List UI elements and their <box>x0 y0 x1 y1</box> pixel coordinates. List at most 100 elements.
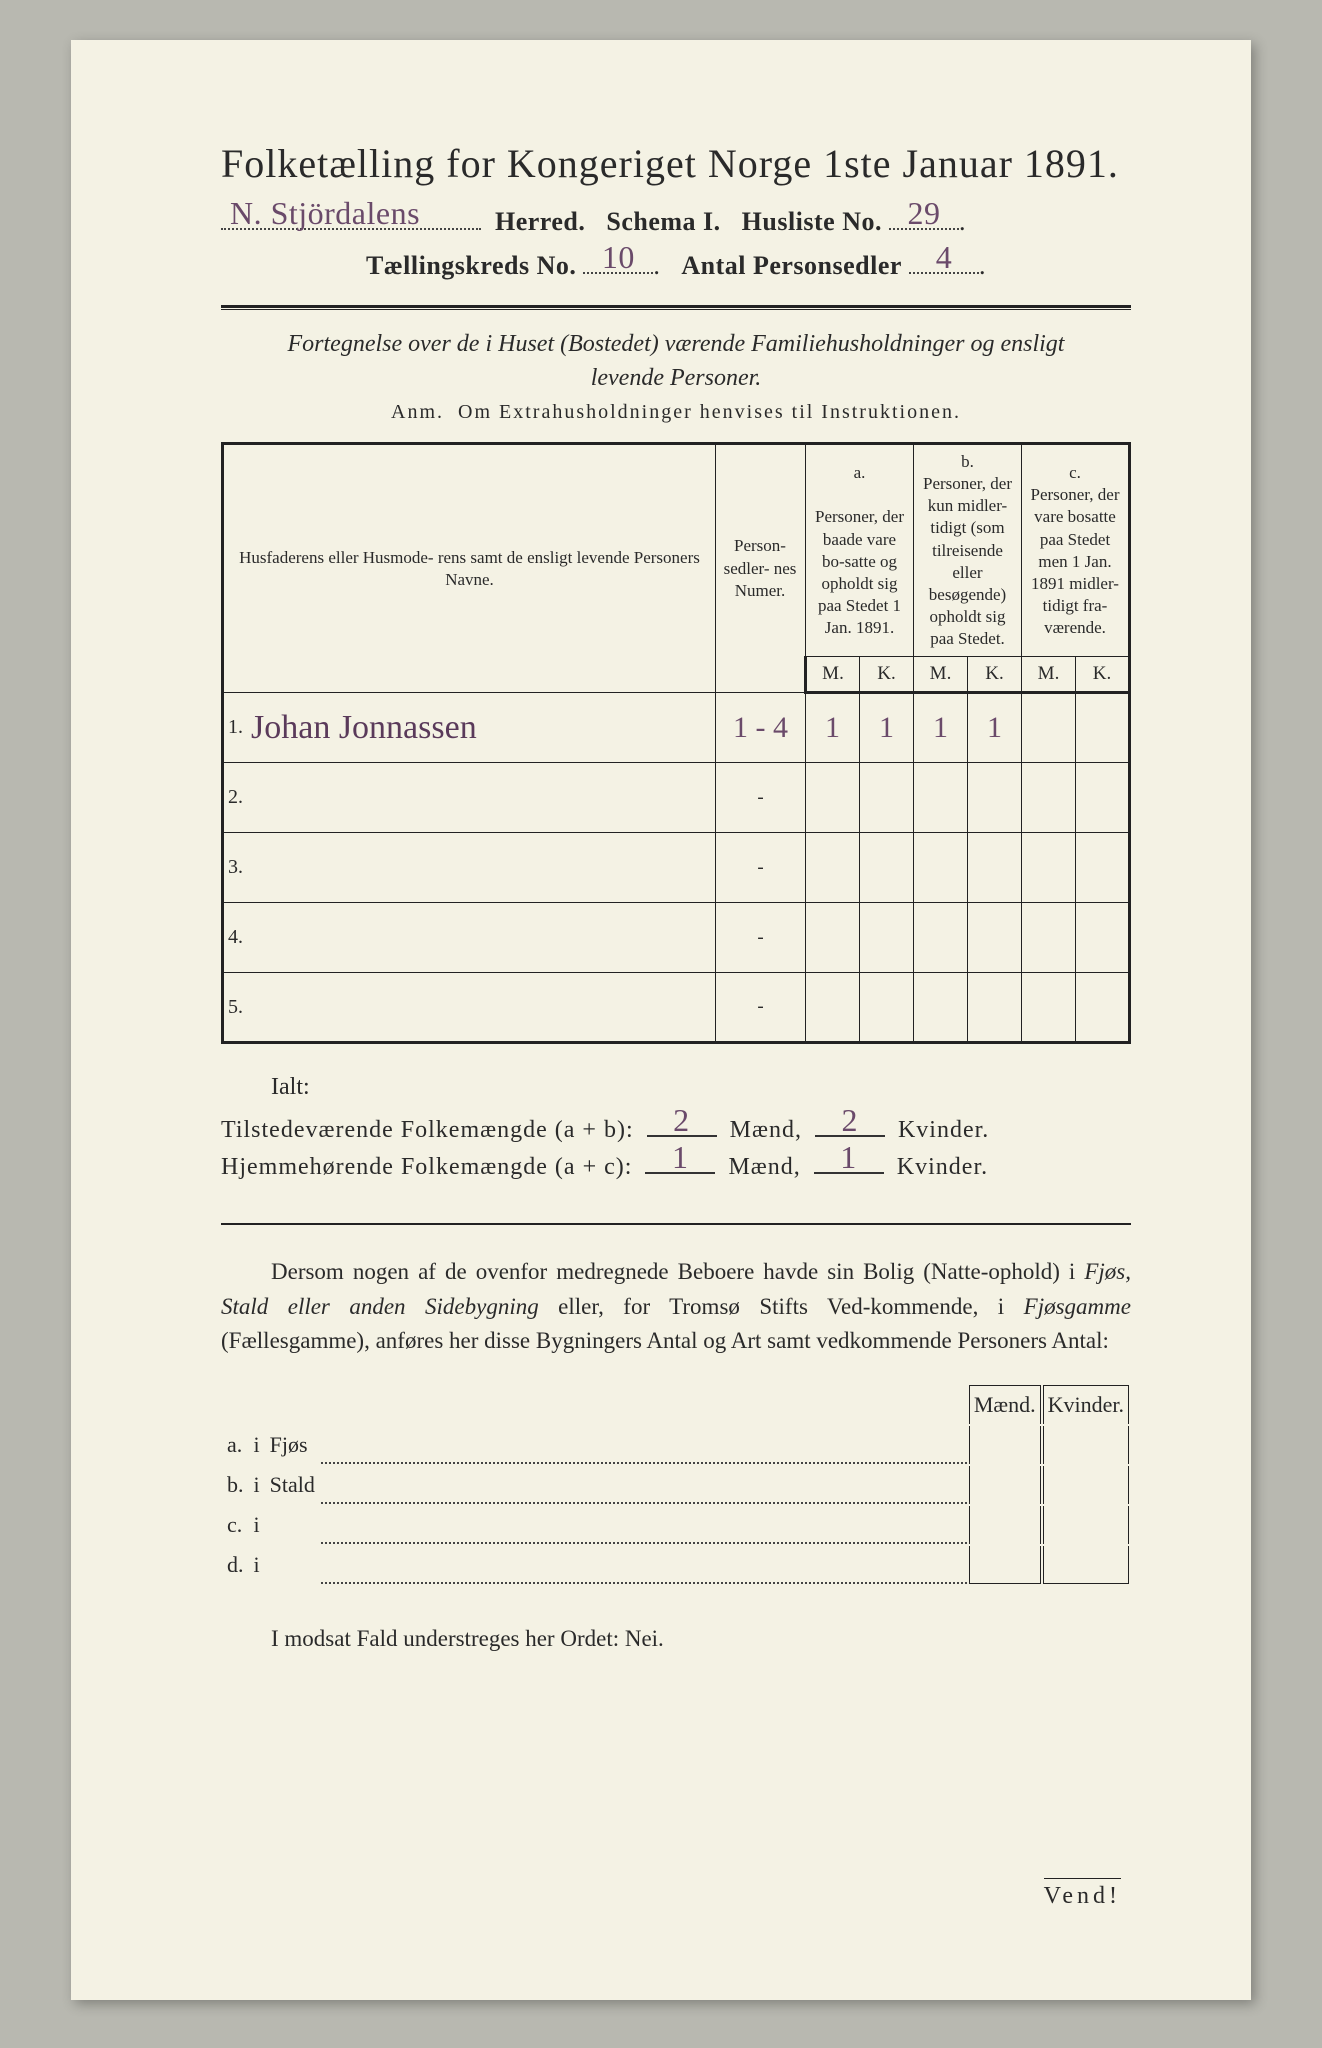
side-i: i <box>250 1546 264 1584</box>
kreds-label: Tællingskreds No. <box>366 251 576 280</box>
side-kvinder-cell <box>1043 1506 1129 1544</box>
col-c-head: c. Personer, der vare bosatte paa Stedet… <box>1022 444 1130 657</box>
a-m <box>806 833 860 903</box>
side-i: i <box>250 1506 264 1544</box>
total1-label: Tilstedeværende Folkemængde (a + b): <box>221 1117 634 1143</box>
b-m <box>914 903 968 973</box>
side-key: b. <box>223 1466 248 1504</box>
total2-label: Hjemmehørende Folkemængde (a + c): <box>221 1154 632 1180</box>
side-label: Stald <box>266 1466 319 1504</box>
side-key: c. <box>223 1506 248 1544</box>
kvinder-label: Kvinder. <box>897 1154 988 1180</box>
side-i: i <box>250 1466 264 1504</box>
b-m <box>914 973 968 1043</box>
subtitle: Fortegnelse over de i Huset (Bostedet) v… <box>221 328 1131 395</box>
antal-label: Antal Personsedler <box>681 251 902 280</box>
col-names-head: Husfaderens eller Husmode- rens samt de … <box>223 444 716 693</box>
ps-number: 1 - 4 <box>716 693 806 763</box>
b-m <box>914 833 968 903</box>
mk-head: M. <box>1022 657 1076 693</box>
maend-label: Mænd, <box>728 1154 800 1180</box>
row-number: 3. <box>223 833 248 903</box>
b-k <box>968 763 1022 833</box>
name-cell <box>247 833 716 903</box>
b-k: 1 <box>968 693 1022 763</box>
col-b-head: b. Personer, der kun midler-tidigt (som … <box>914 444 1022 657</box>
side-maend-cell <box>969 1426 1041 1464</box>
a-m <box>806 903 860 973</box>
husliste-label: Husliste No. <box>742 207 882 236</box>
name-cell <box>247 903 716 973</box>
a-k <box>860 973 914 1043</box>
total1-k-field: 2 <box>815 1135 885 1137</box>
herred-label: Herred. <box>495 207 585 236</box>
side-label <box>266 1546 319 1584</box>
c-k <box>1076 833 1130 903</box>
antal-value: 4 <box>936 239 953 276</box>
a-m <box>806 763 860 833</box>
side-kvinder-head: Kvinder. <box>1043 1385 1129 1424</box>
b-m: 1 <box>914 693 968 763</box>
side-kvinder-cell <box>1043 1466 1129 1504</box>
ps-number: - <box>716 903 806 973</box>
row-number: 1. <box>223 693 248 763</box>
c-k <box>1076 693 1130 763</box>
side-maend-head: Mænd. <box>969 1385 1041 1424</box>
row-number: 2. <box>223 763 248 833</box>
vend-label: Vend! <box>1044 1878 1121 1910</box>
ps-number: - <box>716 763 806 833</box>
total1-m-field: 2 <box>647 1135 717 1137</box>
husliste-value: 29 <box>908 195 941 232</box>
side-table: Mænd. Kvinder. a.iFjøsb.iStaldc.id.i <box>221 1383 1131 1586</box>
side-dots <box>321 1426 967 1464</box>
ps-number: - <box>716 973 806 1043</box>
side-i: i <box>250 1426 264 1464</box>
a-k <box>860 763 914 833</box>
a-k: 1 <box>860 693 914 763</box>
subtitle-line1: Fortegnelse over de i Huset (Bostedet) v… <box>288 331 1065 357</box>
page-title: Folketælling for Kongeriget Norge 1ste J… <box>221 140 1131 187</box>
ialt-label: Ialt: <box>271 1074 1131 1101</box>
total-line-2: Hjemmehørende Folkemængde (a + c): 1 Mæn… <box>221 1154 1131 1181</box>
mk-head: M. <box>806 657 860 693</box>
divider-double <box>221 305 1131 310</box>
herred-field: N. Stjördalens <box>221 228 481 230</box>
a-m: 1 <box>806 693 860 763</box>
name-cell: Johan Jonnassen <box>247 693 716 763</box>
mk-head: K. <box>1076 657 1130 693</box>
name-cell <box>247 973 716 1043</box>
col-ps-head: Person- sedler- nes Numer. <box>716 444 806 693</box>
schema-label: Schema I. <box>606 207 720 236</box>
subtitle-line2: levende Personer. <box>591 365 762 391</box>
total2-k-field: 1 <box>814 1172 884 1174</box>
mk-head: K. <box>860 657 914 693</box>
c-m <box>1022 833 1076 903</box>
kvinder-label: Kvinder. <box>898 1117 989 1143</box>
b-k <box>968 903 1022 973</box>
ps-number: - <box>716 833 806 903</box>
total2-m-field: 1 <box>645 1172 715 1174</box>
c-k <box>1076 903 1130 973</box>
row-number: 4. <box>223 903 248 973</box>
header-line-2: Tællingskreds No. 10 . Antal Personsedle… <box>221 251 1131 281</box>
a-k <box>860 903 914 973</box>
census-form-page: Folketælling for Kongeriget Norge 1ste J… <box>71 40 1251 2000</box>
antal-field: 4 <box>909 272 979 274</box>
herred-value: N. Stjördalens <box>230 195 420 232</box>
husliste-field: 29 <box>889 228 959 230</box>
row-number: 5. <box>223 973 248 1043</box>
c-m <box>1022 763 1076 833</box>
side-key: d. <box>223 1546 248 1584</box>
c-k <box>1076 973 1130 1043</box>
b-k <box>968 973 1022 1043</box>
side-maend-cell <box>969 1506 1041 1544</box>
side-maend-cell <box>969 1546 1041 1584</box>
kreds-field: 10 <box>583 272 653 274</box>
a-m <box>806 973 860 1043</box>
side-label <box>266 1506 319 1544</box>
divider-single <box>221 1223 1131 1225</box>
b-m <box>914 763 968 833</box>
side-dots <box>321 1546 967 1584</box>
anm-label: Anm. <box>391 401 444 423</box>
a-k <box>860 833 914 903</box>
